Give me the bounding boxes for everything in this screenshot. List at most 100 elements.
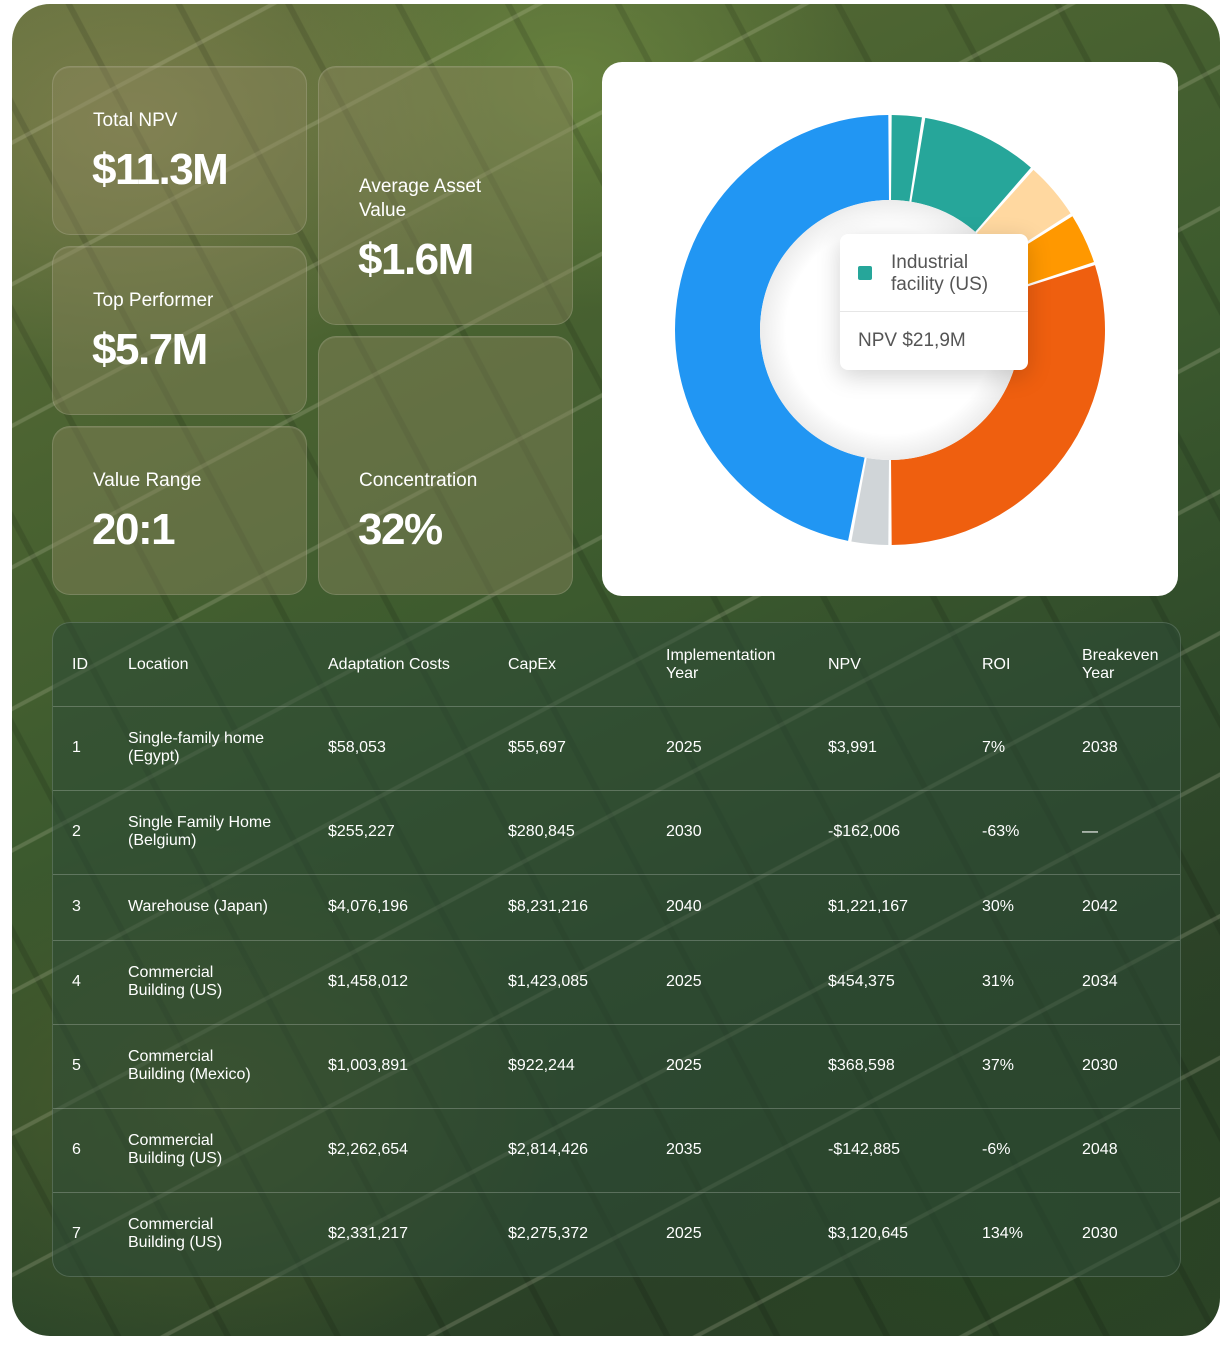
stat-value: 20:1: [92, 505, 176, 554]
cell-id: 3: [72, 898, 81, 915]
tooltip-series-name: Industrial facility (US): [891, 252, 1021, 296]
donut-slice-5[interactable]: [891, 265, 1105, 545]
stat-card-total-npv: Total NPV $11.3M: [52, 66, 307, 235]
cell-npv: -$142,885: [828, 1141, 901, 1158]
location-line2: Building (Mexico): [128, 1066, 251, 1083]
table-row[interactable]: 7 Commercial Building (US) $2,331,217 $2,275…: [53, 1192, 1180, 1276]
header-adaptation-costs[interactable]: Adaptation Costs: [328, 655, 450, 673]
location-line2: (Egypt): [128, 748, 180, 765]
stat-label: Concentration: [359, 470, 478, 491]
cell-breakeven-year: 2034: [1082, 973, 1118, 990]
tooltip-name-line1: Industrial: [891, 252, 969, 273]
cell-breakeven-year: —: [1082, 823, 1098, 840]
stat-value: $5.7M: [92, 325, 208, 374]
header-breakeven-line2: Year: [1082, 664, 1115, 682]
cell-breakeven-year: 2030: [1082, 1057, 1118, 1074]
cell-npv: -$162,006: [828, 823, 901, 840]
location-line1: Warehouse (Japan): [128, 898, 268, 915]
cell-breakeven-year: 2048: [1082, 1141, 1118, 1158]
tooltip-divider: [840, 311, 1028, 312]
table-row[interactable]: 2 Single Family Home (Belgium) $255,227 $280…: [53, 790, 1180, 875]
cell-capex: $1,423,085: [508, 973, 589, 990]
cell-implementation-year: 2030: [666, 823, 702, 840]
location-line2: (Belgium): [128, 832, 197, 849]
stat-card-average-asset-value: Average Asset Value $1.6M: [318, 66, 573, 325]
cell-npv: $368,598: [828, 1057, 895, 1074]
table-row[interactable]: 3 Warehouse (Japan) $4,076,196 $8,231,216 20…: [53, 874, 1180, 941]
donut-slice-1[interactable]: [891, 115, 922, 202]
cell-capex: $2,275,372: [508, 1225, 589, 1242]
cell-roi: -63%: [982, 823, 1020, 840]
location-line1: Commercial: [128, 1048, 214, 1065]
donut-slice-6[interactable]: [851, 457, 889, 545]
stat-card-top-performer: Top Performer $5.7M: [52, 246, 307, 415]
donut-slice-2[interactable]: [911, 117, 1031, 232]
cell-id: 1: [72, 739, 81, 756]
cell-roi: 134%: [982, 1225, 1023, 1242]
tooltip-name-line2: facility (US): [891, 274, 989, 295]
cell-location: Commercial Building (US): [128, 964, 222, 1000]
cell-breakeven-year: 2042: [1082, 898, 1118, 915]
header-capex[interactable]: CapEx: [508, 655, 557, 673]
cell-adaptation-costs: $1,458,012: [328, 973, 409, 990]
stat-label: Value Range: [93, 470, 202, 491]
cell-implementation-year: 2035: [666, 1141, 702, 1158]
stat-value: $11.3M: [92, 145, 229, 194]
cell-implementation-year: 2025: [666, 1057, 702, 1074]
cell-implementation-year: 2040: [666, 898, 702, 915]
header-breakeven-year[interactable]: Breakeven Year: [1082, 647, 1159, 683]
cell-location: Warehouse (Japan): [128, 898, 268, 916]
cell-adaptation-costs: $255,227: [328, 823, 395, 840]
cell-adaptation-costs: $2,331,217: [328, 1225, 409, 1242]
cell-adaptation-costs: $4,076,196: [328, 898, 409, 915]
cell-location: Commercial Building (US): [128, 1132, 222, 1168]
cell-location: Commercial Building (US): [128, 1216, 222, 1252]
cell-capex: $2,814,426: [508, 1141, 589, 1158]
stat-value: 32%: [358, 505, 443, 554]
cell-capex: $922,244: [508, 1057, 575, 1074]
location-line2: Building (US): [128, 1234, 223, 1251]
header-id[interactable]: ID: [72, 655, 88, 673]
header-roi[interactable]: ROI: [982, 655, 1011, 673]
table-row[interactable]: 5 Commercial Building (Mexico) $1,003,891 $9…: [53, 1024, 1180, 1109]
cell-roi: 30%: [982, 898, 1015, 915]
tooltip-value: NPV $21,9M: [858, 330, 966, 351]
table-row[interactable]: 6 Commercial Building (US) $2,262,654 $2,814…: [53, 1108, 1180, 1193]
stat-label-line1: Average Asset: [359, 176, 482, 197]
cell-capex: $280,845: [508, 823, 575, 840]
cell-id: 4: [72, 973, 81, 990]
cell-breakeven-year: 2030: [1082, 1225, 1118, 1242]
cell-id: 5: [72, 1057, 81, 1074]
cell-npv: $3,991: [828, 739, 877, 756]
header-implementation-line2: Year: [666, 664, 699, 682]
header-breakeven-line1: Breakeven: [1082, 646, 1159, 664]
cell-id: 7: [72, 1225, 81, 1242]
cell-breakeven-year: 2038: [1082, 739, 1118, 756]
cell-location: Single-family home (Egypt): [128, 730, 264, 766]
location-line2: Building (US): [128, 1150, 223, 1167]
cell-roi: -6%: [982, 1141, 1011, 1158]
cell-adaptation-costs: $1,003,891: [328, 1057, 409, 1074]
header-npv[interactable]: NPV: [828, 655, 861, 673]
location-line2: Building (US): [128, 982, 223, 999]
cell-roi: 31%: [982, 973, 1015, 990]
cell-roi: 7%: [982, 739, 1006, 756]
header-location[interactable]: Location: [128, 655, 189, 673]
donut-slice-7[interactable]: [675, 115, 889, 541]
cell-capex: $55,697: [508, 739, 566, 756]
cell-npv: $454,375: [828, 973, 895, 990]
stat-value: $1.6M: [358, 235, 474, 284]
cell-capex: $8,231,216: [508, 898, 589, 915]
header-implementation-year[interactable]: Implementation Year: [666, 647, 775, 683]
table-row[interactable]: 1 Single-family home (Egypt) $58,053 $55,697…: [53, 706, 1180, 791]
assets-table: ID Location Adaptation Costs CapEx Imple…: [52, 622, 1181, 1277]
location-line1: Commercial: [128, 964, 214, 981]
cell-roi: 37%: [982, 1057, 1015, 1074]
cell-npv: $3,120,645: [828, 1225, 909, 1242]
cell-implementation-year: 2025: [666, 739, 702, 756]
location-line1: Single Family Home: [128, 814, 272, 831]
table-row[interactable]: 4 Commercial Building (US) $1,458,012 $1,423…: [53, 940, 1180, 1025]
header-implementation-line1: Implementation: [666, 646, 776, 664]
cell-location: Single Family Home (Belgium): [128, 814, 271, 850]
cell-id: 6: [72, 1141, 81, 1158]
